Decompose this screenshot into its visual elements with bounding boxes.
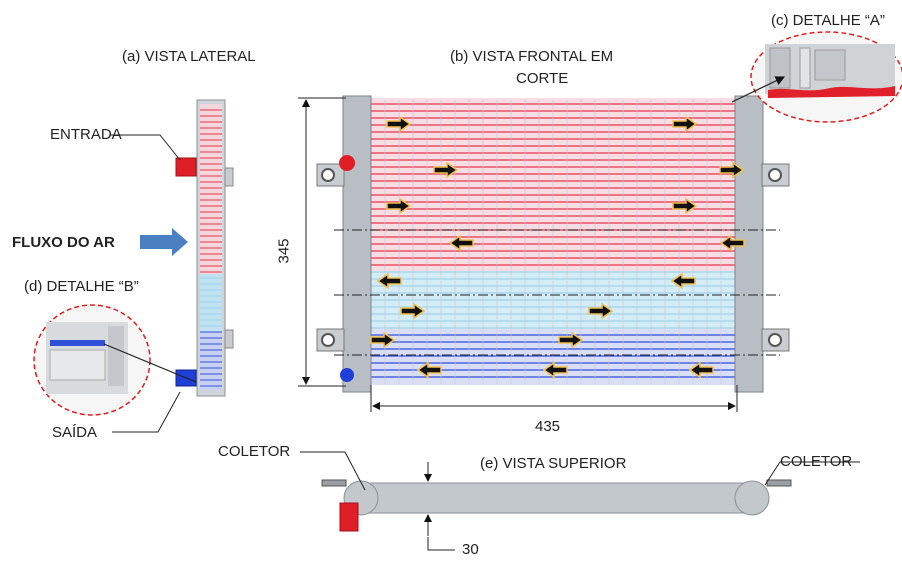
flow-arrow-right	[672, 197, 698, 215]
detail-b-title: (d) DETALHE “B”	[24, 278, 139, 295]
top-view-title: (e) VISTA SUPERIOR	[480, 455, 627, 472]
inlet-label: ENTRADA	[50, 126, 122, 143]
front-view	[298, 95, 790, 412]
detail-b	[33, 304, 197, 416]
flow-arrow-left	[719, 234, 745, 252]
outlet-label: SAÍDA	[52, 424, 98, 441]
flow-arrow-right	[558, 331, 584, 349]
left-header	[342, 95, 372, 393]
inlet-connector	[175, 157, 197, 177]
detail-a	[731, 31, 902, 123]
flow-arrow-right	[400, 302, 426, 320]
flow-arrow-left	[670, 272, 696, 290]
side-tubes	[200, 109, 222, 387]
flow-arrow-left	[448, 234, 474, 252]
side-view	[110, 99, 234, 433]
flow-arrow-left	[688, 361, 714, 379]
width-dimension-value: 435	[535, 418, 561, 435]
flow-arrows	[370, 115, 745, 379]
collector-left-label: COLETOR	[218, 443, 291, 460]
top-view	[300, 451, 860, 551]
thickness-dimension-value: 30	[462, 541, 479, 558]
height-dimension-line	[298, 97, 346, 387]
side-view-title: (a) VISTA LATERAL	[122, 48, 256, 65]
outlet-port	[340, 368, 354, 382]
flow-arrow-right	[433, 161, 459, 179]
flow-arrow-right	[386, 115, 412, 133]
flow-arrow-right	[386, 197, 412, 215]
flow-arrow-right	[672, 115, 698, 133]
flow-arrow-left	[542, 361, 568, 379]
top-inlet-connector	[339, 502, 359, 532]
flow-arrow-left	[376, 272, 402, 290]
mounting-lug	[316, 163, 790, 352]
flow-arrow-right	[719, 161, 745, 179]
flow-arrow-left	[416, 361, 442, 379]
air-flow-arrow	[140, 228, 188, 256]
front-view-title-line1: (b) VISTA FRONTAL EM	[450, 48, 614, 65]
width-dimension-line	[370, 385, 738, 412]
detail-a-title: (c) DETALHE “A”	[771, 12, 885, 29]
collector-right-label: COLETOR	[780, 453, 853, 470]
flow-arrow-right	[588, 302, 614, 320]
pass-divider-lines	[334, 229, 780, 356]
height-dimension-value: 345	[275, 238, 293, 264]
air-flow-label: FLUXO DO AR	[12, 234, 115, 251]
front-view-title-line2: CORTE	[516, 70, 569, 87]
inlet-port	[339, 155, 355, 171]
flow-arrow-right	[370, 331, 396, 349]
